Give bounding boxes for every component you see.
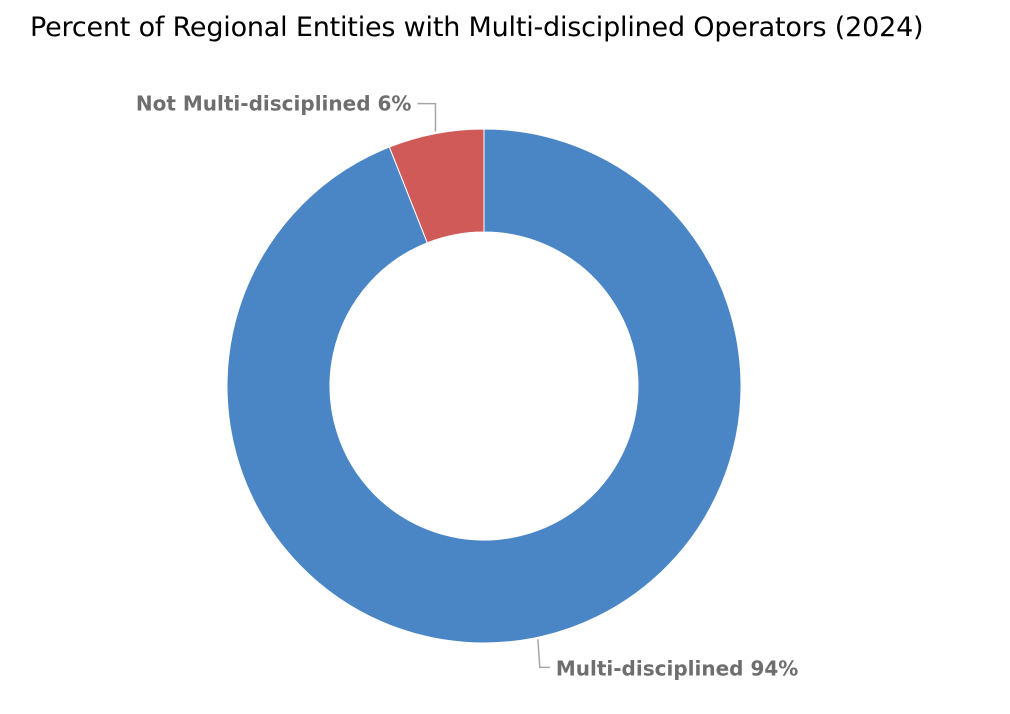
slices-group <box>226 128 742 644</box>
data-label-multi-disciplined: Multi-disciplined 94% <box>556 656 798 680</box>
data-label-not-multi-disciplined: Not Multi-disciplined 6% <box>136 92 412 116</box>
leader-line-multi-disciplined <box>537 639 550 669</box>
slice-multi-disciplined <box>226 128 742 644</box>
chart-title: Percent of Regional Entities with Multi-… <box>30 12 924 43</box>
leader-line-not-multi-disciplined <box>417 102 437 132</box>
slice-not-multi-disciplined <box>388 128 485 244</box>
labels-group: Multi-disciplined 94% Not Multi-disciplin… <box>136 92 798 681</box>
